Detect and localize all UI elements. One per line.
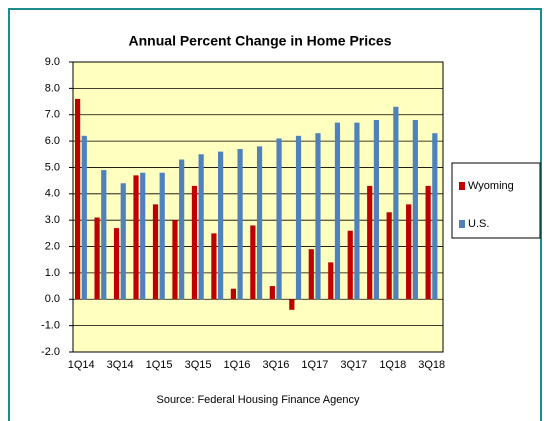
y-tick-label: 3.0	[45, 214, 60, 226]
bar	[140, 172, 146, 300]
bar	[256, 146, 263, 300]
x-tick-label: 3Q16	[262, 359, 289, 371]
bar	[198, 154, 204, 300]
bar	[315, 133, 321, 300]
y-tick-label: 1.0	[45, 267, 60, 279]
bar	[113, 228, 120, 300]
bar	[152, 204, 159, 300]
bar	[237, 149, 243, 300]
bar	[218, 151, 224, 300]
bar	[75, 98, 81, 300]
y-tick-label: -1.0	[41, 320, 60, 332]
chart-title: Annual Percent Change in Home Prices	[129, 33, 392, 49]
bar	[347, 230, 353, 300]
source: Source: Federal Housing Finance Agency	[156, 394, 360, 406]
x-tick-label: 3Q18	[418, 359, 445, 371]
bar	[328, 262, 334, 300]
bar	[367, 185, 373, 300]
bar	[354, 122, 360, 300]
bar	[172, 220, 178, 300]
bar	[269, 286, 275, 300]
y-tick-label: 5.0	[45, 161, 60, 173]
bar	[230, 288, 236, 300]
legend-label: Wyoming	[468, 180, 514, 192]
x-tick-label: 3Q15	[185, 359, 212, 371]
bar	[159, 172, 165, 300]
y-tick-label: 2.0	[45, 240, 60, 252]
bar	[120, 183, 126, 300]
bar	[334, 122, 341, 300]
bar	[133, 175, 139, 300]
bar	[432, 133, 438, 300]
bar	[373, 120, 380, 300]
bar	[276, 138, 282, 300]
bar	[179, 159, 185, 300]
bar	[295, 135, 302, 300]
x-tick-label: 1Q17	[301, 359, 328, 371]
x-tick-label: 3Q14	[107, 359, 134, 371]
y-tick-label: 0.0	[45, 293, 60, 305]
y-tick-label: 8.0	[45, 82, 60, 94]
y-tick-label: -2.0	[41, 346, 60, 358]
bar	[250, 225, 256, 300]
x-tick-label: 1Q15	[146, 359, 173, 371]
bar	[94, 217, 100, 300]
bar	[386, 212, 392, 300]
y-tick-label: 4.0	[45, 188, 60, 200]
bar	[101, 170, 107, 300]
x-tick-label: 3Q17	[340, 359, 367, 371]
bar	[308, 249, 314, 300]
legend	[451, 162, 541, 239]
bar	[412, 120, 418, 300]
y-tick-label: 9.0	[45, 56, 60, 68]
bar	[211, 233, 217, 300]
bar	[289, 299, 295, 310]
bar	[191, 185, 198, 300]
legend-swatch	[459, 182, 465, 190]
bar	[393, 106, 399, 300]
x-tick-label: 1Q18	[379, 359, 406, 371]
legend-label: U.S.	[468, 218, 489, 230]
bar	[406, 204, 412, 300]
y-tick-label: 6.0	[45, 135, 60, 147]
x-tick-label: 1Q14	[68, 359, 95, 371]
legend-swatch	[459, 220, 465, 228]
x-tick-label: 1Q16	[224, 359, 251, 371]
bar	[425, 185, 431, 300]
y-tick-label: 7.0	[45, 109, 60, 121]
bar	[81, 135, 87, 300]
